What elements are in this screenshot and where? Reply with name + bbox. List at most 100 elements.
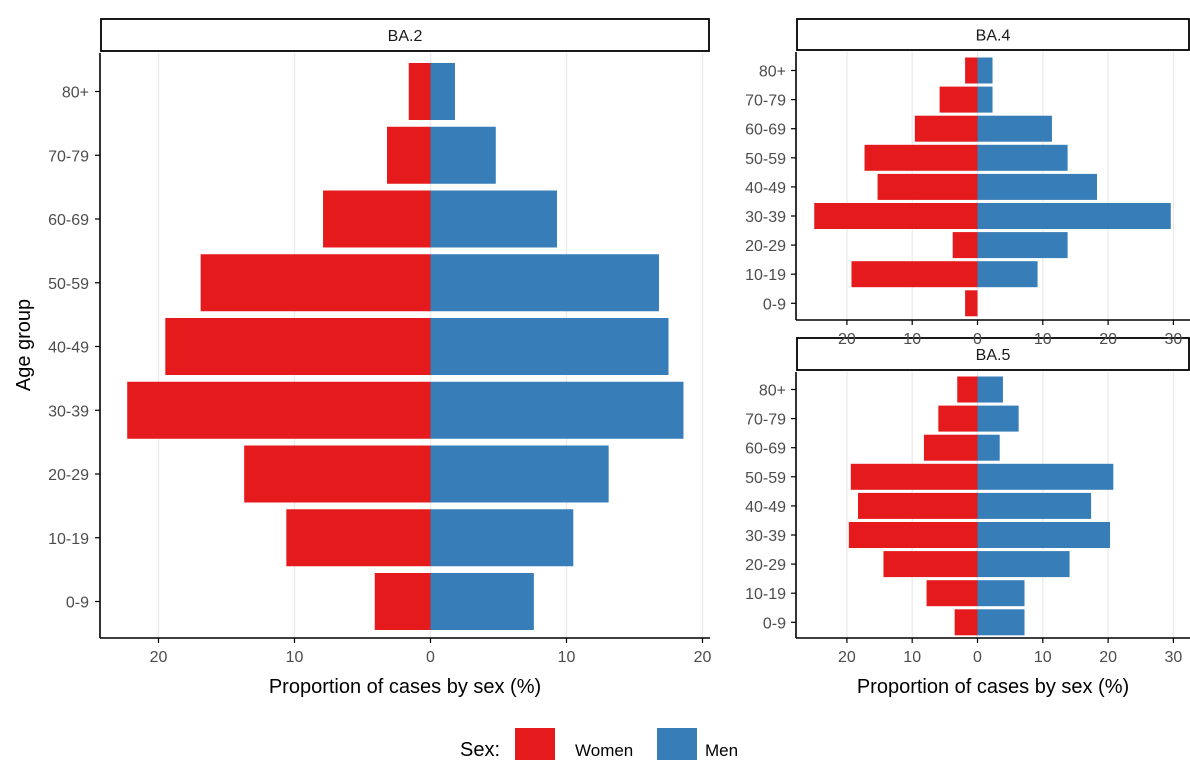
ba4-bar-men-70-79 (977, 86, 993, 113)
ba2-bar-women-30-39 (127, 381, 431, 439)
ba2-xtick-label-4: 20 (694, 649, 712, 666)
ba2-xtick-label-3: 10 (558, 649, 576, 666)
ba4-xtick-label-5: 30 (1165, 331, 1183, 348)
ba2-x-axis-title: Proportion of cases by sex (%) (269, 676, 541, 698)
ba5-bar-men-60-69 (977, 434, 1000, 461)
ba5-bar-women-10-19 (926, 580, 978, 607)
ba2-bar-women-0-9 (374, 573, 431, 630)
ba5-ytick-label-40-49: 40-49 (745, 499, 786, 516)
ba5-xtick-label-2: 0 (973, 649, 982, 666)
legend: Sex: Women Men (460, 728, 738, 761)
ba2-bar-men-30-39 (430, 381, 684, 439)
ba5-xtick-label-0: 20 (838, 649, 856, 666)
ba5-bar-men-40-49 (977, 492, 1092, 519)
ba2-ytick-label-0-9: 0-9 (66, 595, 89, 612)
ba5-bar-women-40-49 (858, 492, 978, 519)
ba5-bar-men-10-19 (977, 580, 1025, 607)
ba4-bar-men-50-59 (977, 144, 1068, 171)
ba5-bar-men-70-79 (977, 405, 1019, 432)
legend-title: Sex: (460, 739, 500, 760)
ba2-ytick-label-50-59: 50-59 (48, 276, 89, 293)
ba2-strip (100, 18, 710, 52)
ba4-bar-women-40-49 (877, 173, 978, 200)
ba4-ytick-label-40-49: 40-49 (745, 180, 786, 197)
ba5-xtick-label-5: 30 (1165, 649, 1183, 666)
ba2-bar-women-10-19 (286, 509, 431, 567)
ba4-bar-women-50-59 (864, 144, 978, 171)
ba5-bar-men-80+ (977, 376, 1003, 403)
ba2-bar-men-40-49 (430, 318, 669, 375)
bars-layer (127, 57, 1171, 636)
ba2-bar-men-50-59 (430, 254, 659, 312)
ba5-xtick-label-3: 10 (1034, 649, 1052, 666)
ba4-ytick-label-50-59: 50-59 (745, 151, 786, 168)
ba2-bar-women-70-79 (386, 126, 431, 184)
ba4-bar-women-80+ (965, 57, 978, 84)
ba5-x-axis-title: Proportion of cases by sex (%) (857, 676, 1129, 698)
ba4-xtick-label-0: 20 (838, 331, 856, 348)
axes-layer (95, 18, 1190, 643)
ba2-bar-women-50-59 (200, 254, 431, 312)
ba2-bar-men-10-19 (430, 509, 574, 567)
ba2-xtick-label-1: 10 (286, 649, 304, 666)
ba4-ytick-label-60-69: 60-69 (745, 122, 786, 139)
ba2-ytick-label-80+: 80+ (62, 85, 89, 102)
ba5-ytick-label-80+: 80+ (759, 383, 786, 400)
ba4-bar-women-10-19 (851, 261, 978, 288)
ba4-bar-women-30-39 (814, 203, 978, 229)
ba5-ytick-label-10-19: 10-19 (745, 586, 786, 603)
ba4-bar-women-0-9 (965, 290, 978, 317)
ba4-xtick-label-3: 10 (1034, 331, 1052, 348)
ba2-bar-men-80+ (430, 63, 455, 120)
ba2-ytick-label-10-19: 10-19 (48, 531, 89, 548)
ba2-xtick-label-2: 0 (426, 649, 435, 666)
ba4-ytick-label-20-29: 20-29 (745, 238, 786, 255)
ba4-bar-women-20-29 (952, 232, 978, 259)
ba5-bar-women-80+ (957, 376, 978, 403)
text-layer: 0-9 10-19 20-29 30-39 40-49 50-59 60-69 70-79 80… (48, 28, 1182, 699)
ba4-xtick-label-4: 20 (1099, 331, 1117, 348)
ba4-ytick-label-10-19: 10-19 (745, 267, 786, 284)
ba4-bar-men-10-19 (977, 261, 1038, 288)
ba2-strip-label: BA.2 (388, 28, 423, 45)
ba2-ytick-label-30-39: 30-39 (48, 403, 89, 420)
ba2-ytick-label-40-49: 40-49 (48, 340, 89, 357)
ba5-strip-label: BA.5 (976, 347, 1011, 364)
ba4-xtick-label-1: 10 (903, 331, 921, 348)
ba5-ytick-label-0-9: 0-9 (763, 615, 786, 632)
ba5-strip (796, 337, 1190, 371)
ba2-ytick-label-70-79: 70-79 (48, 148, 89, 165)
ba5-ytick-label-30-39: 30-39 (745, 528, 786, 545)
ba2-bar-women-20-29 (244, 445, 431, 503)
ba4-ytick-label-80+: 80+ (759, 64, 786, 81)
ba4-ytick-label-0-9: 0-9 (763, 296, 786, 313)
ba2-bar-women-40-49 (165, 318, 431, 375)
ba5-bar-women-60-69 (923, 434, 978, 461)
legend-label-men: Men (705, 741, 738, 760)
ba4-bar-men-60-69 (977, 115, 1052, 142)
ba2-bar-men-70-79 (430, 126, 496, 184)
ba4-xtick-label-2: 0 (973, 331, 982, 348)
ba5-bar-men-30-39 (977, 522, 1111, 548)
ba2-ytick-label-60-69: 60-69 (48, 212, 89, 229)
ba5-ytick-label-20-29: 20-29 (745, 557, 786, 574)
ba4-bar-men-30-39 (977, 203, 1171, 229)
ba4-bar-men-40-49 (977, 173, 1097, 200)
ba5-xtick-label-4: 20 (1099, 649, 1117, 666)
ba5-bar-men-20-29 (977, 551, 1070, 578)
ba2-bar-women-80+ (408, 63, 431, 120)
ba2-bar-men-20-29 (430, 445, 609, 503)
ba5-ytick-label-70-79: 70-79 (745, 412, 786, 429)
legend-swatch-men (657, 728, 697, 760)
ba5-bar-women-20-29 (883, 551, 978, 578)
legend-swatch-women (515, 728, 555, 760)
ba4-bar-women-70-79 (939, 86, 978, 113)
ba5-bar-men-50-59 (977, 463, 1114, 490)
ba5-xtick-label-1: 10 (903, 649, 921, 666)
ba4-bar-women-60-69 (914, 115, 978, 142)
ba4-bar-men-80+ (977, 57, 993, 84)
ba5-bar-women-30-39 (848, 522, 978, 548)
ba2-ytick-label-20-29: 20-29 (48, 467, 89, 484)
ba2-bar-men-0-9 (430, 573, 534, 630)
